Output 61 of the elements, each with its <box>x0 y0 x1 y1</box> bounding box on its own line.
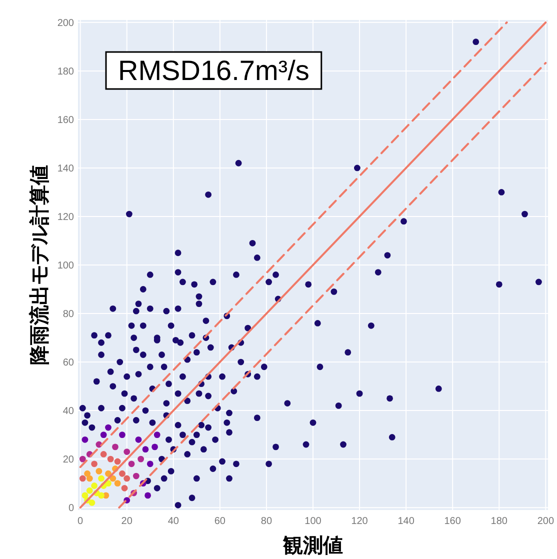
point <box>91 460 98 468</box>
x-tick-label: 160 <box>444 516 462 527</box>
point <box>86 487 93 494</box>
y-tick-label: 140 <box>57 163 74 174</box>
point <box>132 472 140 480</box>
point <box>121 484 128 492</box>
y-tick-label: 100 <box>57 260 74 272</box>
point <box>142 446 149 453</box>
point <box>128 460 135 468</box>
x-tick-label: 40 <box>168 516 180 527</box>
y-tick-label: 200 <box>57 18 74 29</box>
point <box>107 456 114 462</box>
x-tick-label: 180 <box>490 516 508 527</box>
point <box>105 480 112 487</box>
x-tick-label: 0 <box>78 516 84 527</box>
y-tick-label: 40 <box>62 406 74 418</box>
x-tick-label: 20 <box>121 516 133 527</box>
point <box>112 444 118 450</box>
point <box>98 475 104 482</box>
point <box>124 475 130 482</box>
x-tick-label: 100 <box>304 516 322 527</box>
y-tick-label: 180 <box>57 66 74 78</box>
point <box>86 475 93 482</box>
point <box>79 475 86 482</box>
point <box>152 444 158 450</box>
point <box>154 432 160 438</box>
y-tick-label: 80 <box>62 309 74 320</box>
point <box>100 451 107 458</box>
y-tick-label: 120 <box>57 212 74 223</box>
y-tick-label: 60 <box>62 358 74 369</box>
point <box>84 470 91 477</box>
point <box>138 456 144 462</box>
x-tick-label: 140 <box>398 516 415 527</box>
x-tick-label: 200 <box>537 516 554 527</box>
point <box>79 456 86 462</box>
point <box>119 432 126 438</box>
point <box>88 500 96 506</box>
point <box>119 470 126 477</box>
point <box>146 460 154 468</box>
point <box>100 432 107 438</box>
point <box>96 468 102 474</box>
x-tick-label: 120 <box>351 516 368 527</box>
x-axis-title: 観測値 <box>282 535 343 557</box>
x-tick-label: 60 <box>214 516 226 527</box>
point <box>114 458 121 465</box>
point <box>135 436 142 443</box>
y-tick-label: 20 <box>62 454 74 466</box>
point <box>144 492 151 499</box>
y-tick-label: 0 <box>68 503 74 514</box>
y-axis-title: 降雨流出モデル計算値 <box>28 165 51 365</box>
point <box>105 424 112 431</box>
point <box>82 492 88 499</box>
point <box>82 436 88 443</box>
y-tick-label: 160 <box>57 114 74 126</box>
point <box>105 470 112 477</box>
point <box>91 482 98 489</box>
point <box>98 492 104 499</box>
point <box>124 448 130 455</box>
annotation: RMSD16.7m³/s <box>118 55 310 86</box>
point <box>114 480 121 487</box>
x-tick-label: 80 <box>260 516 272 527</box>
